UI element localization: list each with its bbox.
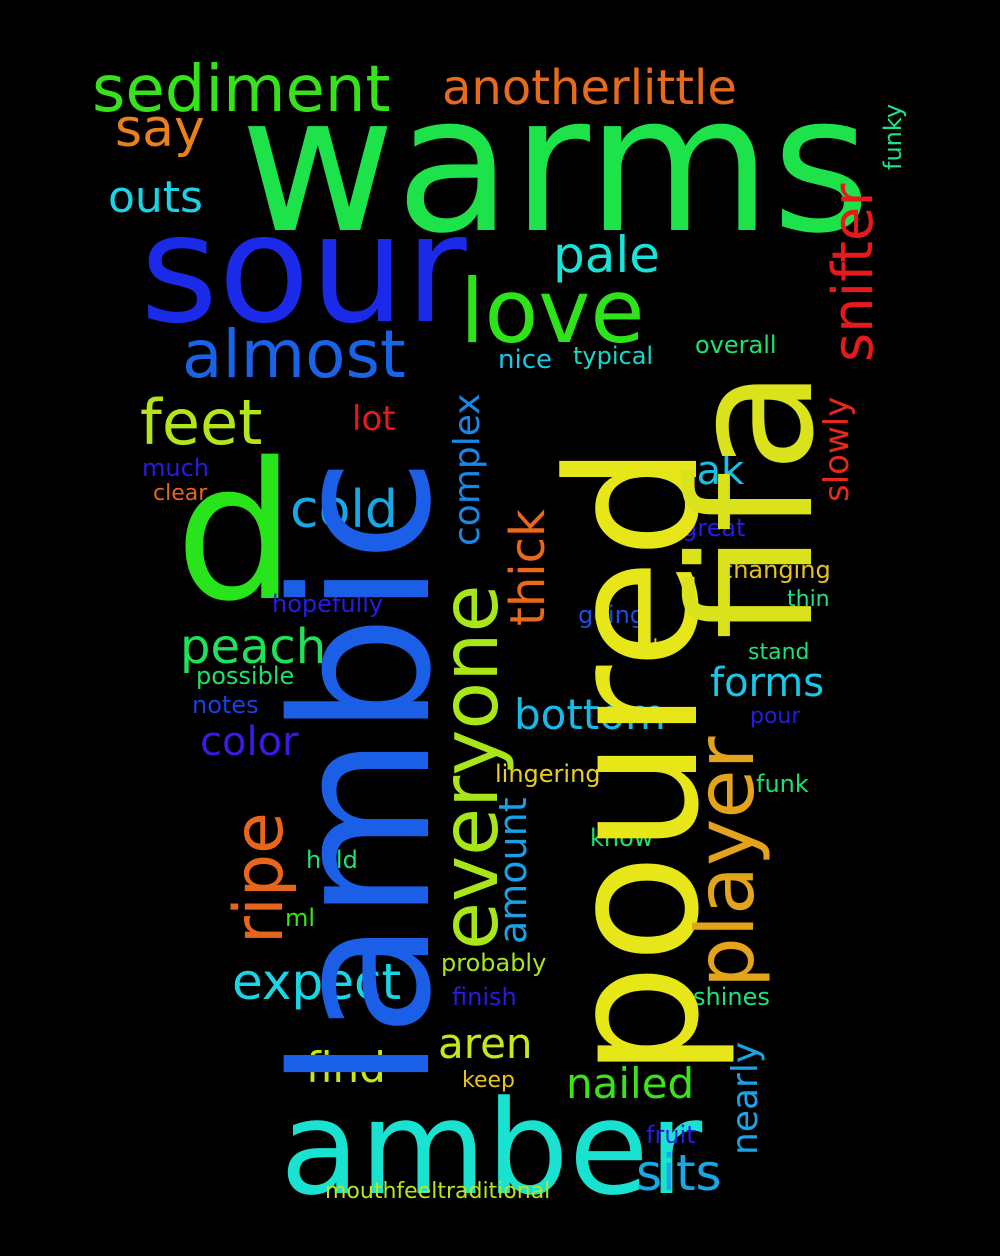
word-expect: expect [232, 953, 402, 1011]
word-nearly: nearly [725, 1041, 766, 1155]
word-snifter: snifter [821, 183, 886, 362]
word-hold: hold [306, 846, 358, 874]
word-onto: onto [625, 635, 675, 660]
word-typical: typical [573, 342, 654, 370]
word-fifa: fifa [654, 368, 852, 640]
word-finish: finish [452, 983, 517, 1011]
word-d: d [175, 422, 296, 643]
word-going: going [578, 601, 646, 629]
word-notes: notes [192, 691, 259, 719]
word-ripe: ripe [220, 812, 299, 944]
word-overall: overall [695, 331, 777, 359]
word-anotherlittle: anotherlittle [442, 60, 737, 116]
word-aren: aren [438, 1019, 533, 1068]
word-warms: warms [240, 54, 871, 275]
word-amber: amber [280, 1072, 703, 1224]
word-clear: clear [153, 481, 208, 506]
word-almost: almost [182, 316, 406, 393]
word-probably: probably [441, 949, 547, 977]
word-ml: ml [285, 904, 316, 932]
word-bottom: bottom [514, 690, 666, 739]
word-oak: oak [672, 448, 745, 494]
word-amount: amount [491, 797, 535, 944]
word-funky: funky [879, 103, 907, 170]
word-stand: stand [748, 640, 810, 665]
word-forms: forms [710, 660, 825, 706]
word-pale: pale [553, 226, 661, 284]
word-keep: keep [462, 1068, 515, 1093]
word-peach: peach [180, 619, 327, 675]
word-player: player [679, 736, 772, 988]
word-sour: sour [140, 183, 467, 357]
word-cold: cold [290, 480, 398, 540]
word-nailed: nailed [566, 1059, 695, 1108]
word-thick: thick [500, 509, 556, 626]
word-shines: shines [693, 983, 770, 1011]
word-love: love [460, 260, 645, 363]
word-lot: lot [352, 399, 396, 439]
word-changing: changing [720, 556, 831, 584]
word-funk: funk [756, 770, 809, 798]
word-complex: complex [447, 393, 488, 546]
word-nice: nice [498, 345, 552, 375]
word-mouthfeeltraditional: mouthfeeltraditional [325, 1179, 551, 1204]
word-hopefully: hopefully [272, 590, 384, 618]
word-find: find [306, 1043, 386, 1092]
word-thin: thin [787, 587, 830, 612]
word-know: know [590, 824, 654, 852]
word-outs: outs [108, 172, 203, 223]
word-great: great [682, 514, 746, 542]
word-much: much [142, 454, 209, 482]
word-pour: pour [750, 704, 801, 729]
word-color: color [200, 719, 299, 765]
word-sediment: sediment [92, 53, 391, 127]
word-say: say [115, 99, 205, 159]
word-fruit: fruit [646, 1121, 696, 1149]
word-feet: feet [140, 386, 263, 459]
word-possible: possible [196, 662, 295, 690]
word-lingering: lingering [495, 760, 601, 788]
word-sits: sits [636, 1144, 722, 1202]
word-slowly: slowly [817, 396, 857, 502]
